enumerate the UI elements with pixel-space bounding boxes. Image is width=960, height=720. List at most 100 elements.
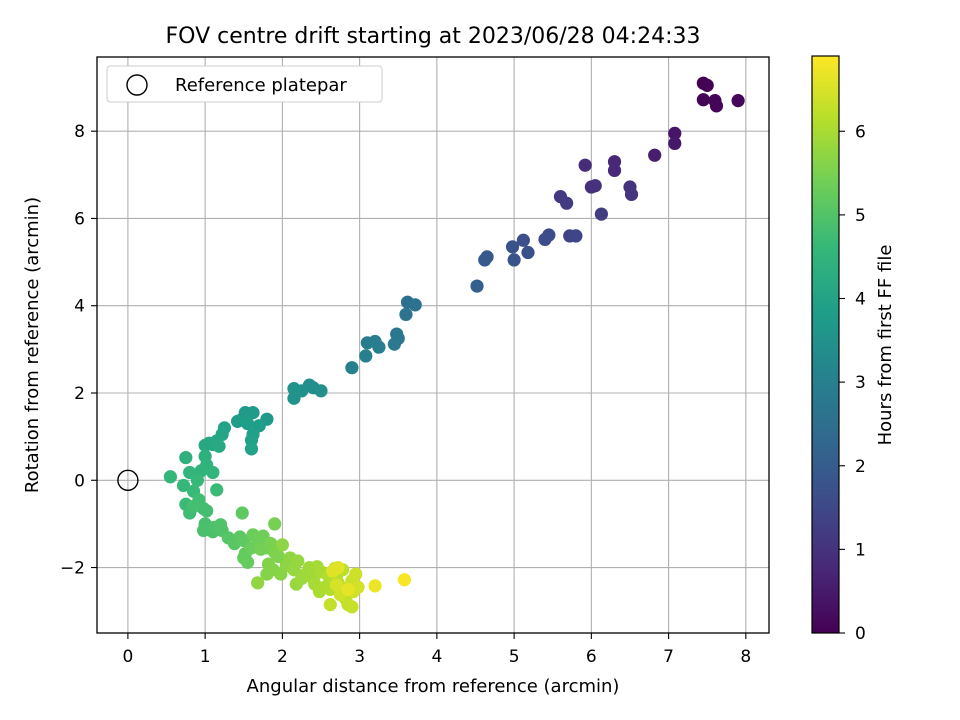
plot-frame bbox=[96, 56, 770, 634]
data-point bbox=[624, 187, 639, 202]
data-point bbox=[538, 232, 552, 246]
data-point bbox=[569, 229, 583, 243]
chart-title: FOV centre drift starting at 2023/06/28 … bbox=[166, 24, 701, 49]
data-point bbox=[268, 517, 282, 531]
x-tick-label: 7 bbox=[663, 647, 674, 667]
x-axis-ticks: 0 1 2 3 4 5 6 7 8 bbox=[122, 633, 751, 667]
data-point bbox=[254, 542, 268, 556]
colorbar-tick-label: 3 bbox=[855, 373, 866, 393]
x-tick-label: 4 bbox=[431, 647, 442, 667]
legend-marker-reference bbox=[126, 74, 148, 96]
data-point bbox=[241, 416, 255, 431]
data-point bbox=[588, 179, 602, 193]
colorbar-tick-label: 6 bbox=[855, 122, 866, 142]
y-tick-label: −2 bbox=[60, 559, 85, 579]
data-point bbox=[397, 573, 412, 587]
data-points bbox=[163, 76, 745, 614]
data-point bbox=[206, 465, 220, 480]
data-point bbox=[314, 384, 328, 398]
data-point bbox=[507, 253, 521, 267]
colorbar-tick-label: 1 bbox=[855, 540, 866, 560]
data-point bbox=[190, 473, 205, 487]
data-point bbox=[368, 579, 382, 593]
data-point bbox=[516, 233, 530, 247]
data-point bbox=[607, 163, 622, 178]
x-axis-label: Angular distance from reference (arcmin) bbox=[247, 676, 620, 697]
data-point bbox=[186, 499, 201, 514]
data-point bbox=[251, 576, 265, 590]
y-tick-label: 2 bbox=[74, 384, 85, 404]
colorbar-tick-label: 4 bbox=[855, 290, 866, 310]
data-point bbox=[505, 240, 520, 254]
data-point bbox=[521, 245, 535, 260]
data-point bbox=[260, 567, 274, 581]
data-point bbox=[179, 450, 193, 465]
y-tick-label: 4 bbox=[74, 297, 85, 317]
grid-lines bbox=[97, 57, 769, 633]
data-point bbox=[230, 414, 245, 428]
y-tick-label: 8 bbox=[74, 122, 85, 142]
y-axis-label: Rotation from reference (arcmin) bbox=[22, 197, 43, 493]
data-point bbox=[329, 578, 344, 592]
colorbar-gradient bbox=[811, 55, 840, 634]
data-point bbox=[351, 580, 365, 594]
data-point bbox=[408, 298, 422, 312]
data-point bbox=[287, 391, 301, 405]
data-point bbox=[287, 382, 301, 396]
data-point bbox=[668, 136, 682, 150]
data-point bbox=[323, 598, 337, 612]
y-tick-label: 6 bbox=[74, 209, 85, 229]
data-point bbox=[163, 470, 177, 484]
colorbar-ticks: 0 1 2 3 4 5 6 bbox=[839, 122, 866, 644]
data-point bbox=[198, 438, 212, 452]
data-point bbox=[345, 600, 359, 614]
x-tick-label: 5 bbox=[509, 647, 520, 667]
x-tick-label: 2 bbox=[277, 647, 288, 667]
data-point bbox=[648, 148, 662, 162]
colorbar-tick-label: 2 bbox=[855, 457, 866, 477]
x-tick-label: 6 bbox=[586, 647, 597, 667]
colorbar-tick-label: 5 bbox=[855, 206, 866, 226]
data-point bbox=[241, 555, 255, 569]
data-point bbox=[244, 442, 259, 456]
y-tick-label: 0 bbox=[74, 471, 85, 491]
legend-box bbox=[106, 65, 383, 103]
data-point bbox=[399, 307, 413, 322]
legend-entry-reference: Reference platepar bbox=[175, 75, 347, 96]
data-point bbox=[176, 478, 191, 493]
data-point bbox=[210, 483, 224, 497]
reference-marker bbox=[117, 469, 139, 491]
data-point bbox=[560, 196, 574, 210]
y-axis-ticks: −2 0 2 4 6 8 bbox=[60, 122, 97, 579]
reference-platepar-marker bbox=[117, 469, 139, 491]
data-point bbox=[200, 504, 214, 518]
data-point bbox=[478, 253, 492, 267]
data-point bbox=[387, 337, 401, 351]
data-point bbox=[696, 93, 710, 107]
colorbar: 0 1 2 3 4 5 6 Hours from first FF file bbox=[811, 55, 896, 644]
x-tick-label: 1 bbox=[200, 647, 211, 667]
data-point bbox=[212, 439, 226, 453]
data-point bbox=[668, 126, 682, 140]
data-point bbox=[345, 361, 359, 375]
x-tick-label: 3 bbox=[354, 647, 365, 667]
data-point bbox=[235, 506, 249, 520]
data-point bbox=[359, 349, 373, 363]
colorbar-tick-label: 0 bbox=[855, 624, 866, 644]
colorbar-label: Hours from first FF file bbox=[875, 245, 896, 446]
data-point bbox=[291, 554, 305, 568]
data-point bbox=[271, 550, 286, 564]
data-point bbox=[709, 99, 724, 113]
data-point bbox=[275, 538, 289, 552]
legend: Reference platepar bbox=[106, 65, 383, 103]
data-point bbox=[372, 340, 386, 354]
data-point bbox=[470, 279, 484, 293]
data-point bbox=[700, 78, 714, 92]
data-point bbox=[341, 582, 355, 596]
data-point bbox=[349, 567, 363, 581]
data-point bbox=[331, 560, 345, 575]
x-tick-label: 8 bbox=[740, 647, 751, 667]
data-point bbox=[594, 207, 608, 221]
x-tick-label: 0 bbox=[122, 647, 133, 667]
